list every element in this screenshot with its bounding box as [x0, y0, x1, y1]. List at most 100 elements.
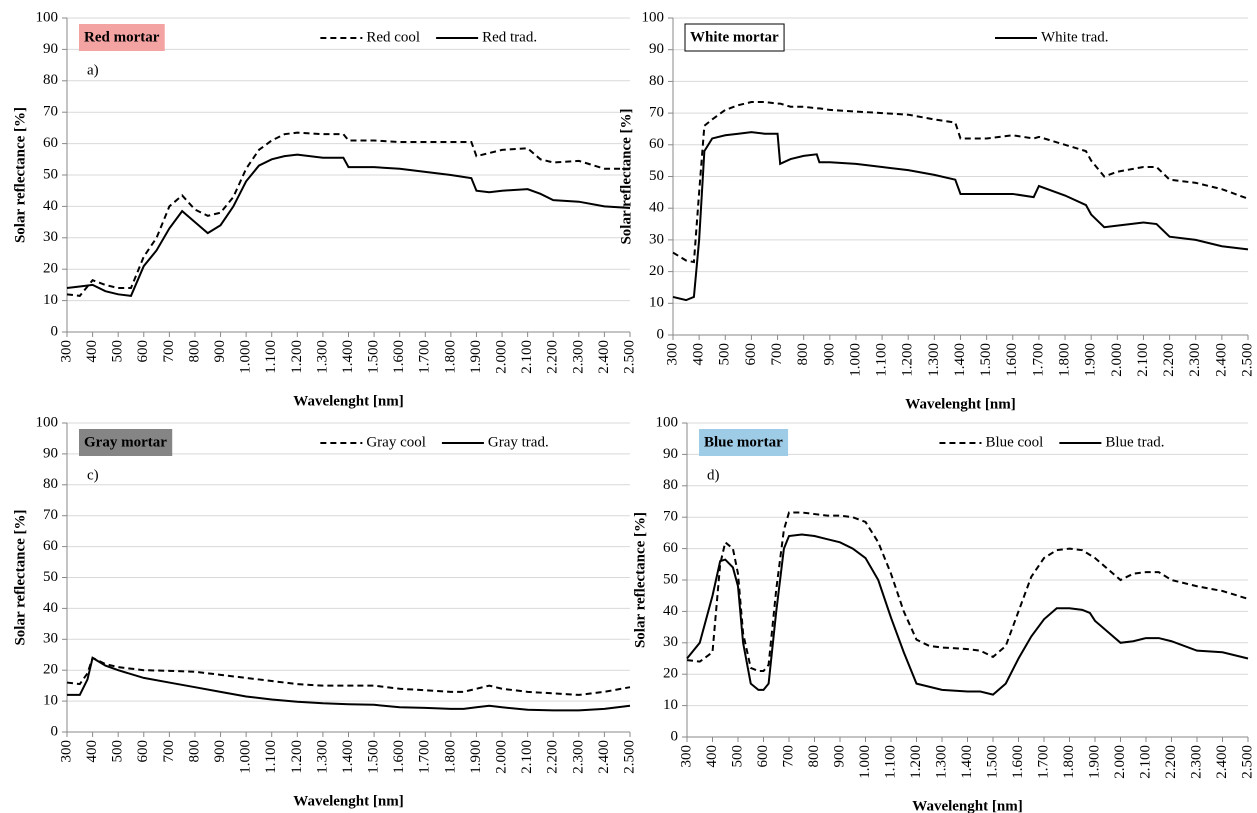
x-tick-label: 1.100 [263, 740, 279, 774]
y-tick-label: 10 [43, 292, 58, 308]
y-tick-label: 40 [43, 198, 58, 214]
x-tick-label: 800 [806, 745, 822, 768]
x-tick-label: 800 [795, 343, 811, 366]
y-tick-label: 10 [649, 295, 664, 311]
y-tick-label: 60 [663, 540, 678, 556]
y-tick-label: 90 [43, 41, 58, 57]
x-tick-label: 1.300 [933, 745, 949, 779]
x-tick-label: 1.600 [391, 740, 407, 774]
legend-label: White trad. [1041, 29, 1108, 45]
x-tick-label: 1.000 [238, 340, 254, 374]
x-tick-label: 1.600 [391, 340, 407, 374]
x-tick-label: 400 [84, 340, 100, 363]
x-tick-label: 2.400 [1213, 343, 1229, 377]
y-axis-label: Solar reflectance [%] [12, 107, 28, 243]
x-tick-label: 1.700 [1035, 745, 1051, 779]
y-tick-label: 70 [43, 104, 58, 120]
x-tick-label: 1.500 [366, 340, 382, 374]
x-tick-label: 400 [704, 745, 720, 768]
x-tick-label: 1.700 [1030, 343, 1046, 377]
x-tick-label: 500 [717, 343, 733, 366]
y-tick-label: 50 [43, 569, 58, 585]
x-tick-label: 2.000 [493, 340, 509, 374]
y-tick-label: 100 [642, 9, 665, 25]
x-tick-label: 1.900 [468, 740, 484, 774]
title-box [79, 429, 173, 456]
x-tick-label: 1.400 [959, 745, 975, 779]
y-tick-label: 80 [663, 477, 678, 493]
x-tick-label: 300 [664, 343, 680, 366]
x-tick-label: 800 [186, 740, 202, 763]
x-tick-label: 1.500 [978, 343, 994, 377]
y-tick-label: 60 [43, 538, 58, 554]
data-line [66, 656, 631, 696]
y-axis-label: Solar reflectance [%] [632, 512, 648, 648]
x-tick-label: 600 [135, 340, 151, 363]
x-tick-label: 1.100 [874, 343, 890, 377]
y-tick-label: 40 [43, 600, 58, 616]
x-tick-label: 900 [831, 745, 847, 768]
x-tick-label: 1.800 [442, 340, 458, 374]
x-tick-label: 2.000 [1109, 343, 1125, 377]
x-tick-label: 1.000 [238, 740, 254, 774]
y-tick-label: 60 [649, 136, 664, 152]
x-tick-label: 1.200 [289, 740, 305, 774]
x-tick-label: 2.500 [1239, 745, 1255, 779]
x-tick-label: 500 [110, 340, 126, 363]
y-tick-label: 70 [663, 509, 678, 525]
panel-label: c) [87, 467, 99, 483]
x-tick-label: 1.500 [984, 745, 1000, 779]
y-tick-label: 100 [36, 414, 59, 430]
y-tick-label: 30 [663, 634, 678, 650]
legend-label: Blue trad. [1105, 434, 1164, 450]
chart-title: Blue mortar [704, 434, 783, 450]
chart-panel: 0 10 20 30 40 50 60 70 80 90 100 300 400 500 600 700 800… [12, 9, 637, 409]
x-tick-label: 300 [58, 740, 74, 763]
x-tick-label: 2.200 [1163, 745, 1179, 779]
x-tick-label: 1.500 [366, 740, 382, 774]
x-tick-label: 2.400 [1214, 745, 1230, 779]
y-tick-label: 30 [43, 229, 58, 245]
x-tick-label: 2.100 [519, 340, 535, 374]
x-tick-label: 700 [769, 343, 785, 366]
x-tick-label: 600 [135, 740, 151, 763]
y-axis-label: Solar reflectance [%] [618, 108, 634, 244]
title-box [684, 23, 785, 52]
x-tick-label: 1.800 [1056, 343, 1072, 377]
x-tick-label: 2.400 [596, 740, 612, 774]
x-tick-label: 1.200 [900, 343, 916, 377]
y-tick-label: 90 [649, 41, 664, 57]
x-tick-label: 2.000 [493, 740, 509, 774]
x-tick-label: 300 [58, 340, 74, 363]
y-tick-label: 20 [43, 662, 58, 678]
data-line [686, 511, 1249, 673]
x-tick-label: 1.900 [1083, 343, 1099, 377]
y-tick-label: 50 [663, 571, 678, 587]
chart-title: White mortar [690, 29, 779, 45]
y-tick-label: 80 [649, 73, 664, 89]
x-tick-label: 2.100 [1135, 343, 1151, 377]
data-line [66, 131, 630, 297]
x-tick-label: 1.400 [952, 343, 968, 377]
legend-label: Red cool [366, 29, 420, 45]
x-tick-label: 2.100 [519, 740, 535, 774]
x-tick-label: 700 [161, 340, 177, 363]
chart-panel: 0 10 20 30 40 50 60 70 80 90 100 300 400 500 600 700 800… [12, 414, 637, 809]
x-tick-label: 900 [212, 740, 228, 763]
x-tick-label: 2.200 [545, 740, 561, 774]
x-tick-label: 2.500 [1239, 343, 1255, 377]
chart-panel: 0 10 20 30 40 50 60 70 80 90 100 300 400 500 600 700 800… [618, 9, 1255, 412]
x-axis-label: Wavelenght [nm] [912, 798, 1022, 813]
x-tick-label: 2.200 [545, 340, 561, 374]
data-line [686, 533, 1249, 696]
y-tick-label: 80 [43, 476, 58, 492]
x-tick-label: 1.400 [340, 740, 356, 774]
data-line [67, 656, 631, 712]
x-axis-label: Wavelenght [nm] [293, 393, 403, 409]
x-tick-label: 1.800 [442, 740, 458, 774]
chart-title: Gray mortar [84, 434, 167, 450]
legend-label: Gray cool [366, 434, 426, 450]
x-tick-label: 1.900 [1086, 745, 1102, 779]
x-tick-label: 1.600 [1004, 343, 1020, 377]
